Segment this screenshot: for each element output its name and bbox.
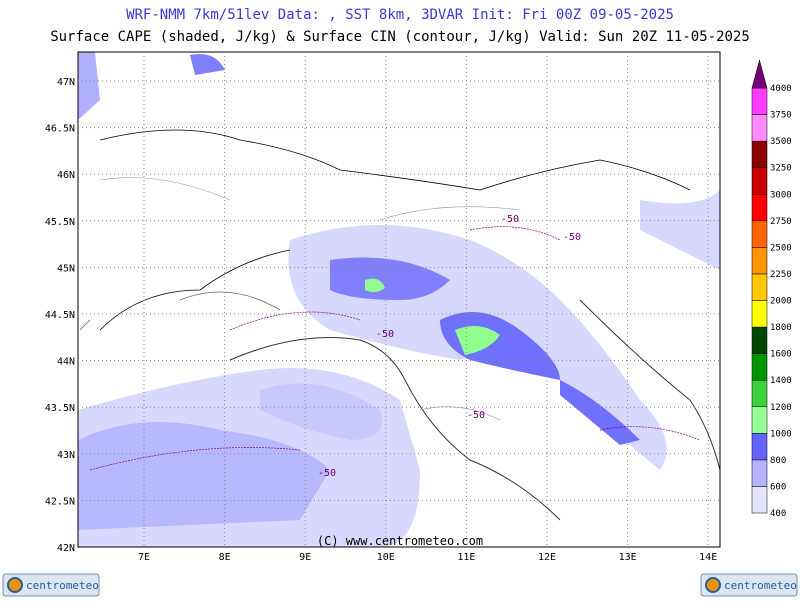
lat-label: 47N xyxy=(57,77,75,88)
colorbar-label: 1000 xyxy=(770,429,792,439)
colorbar-label: 2500 xyxy=(770,243,792,253)
colorbar-box xyxy=(751,326,768,354)
colorbar-box xyxy=(751,486,768,514)
logo-left: centrometeo xyxy=(2,573,100,597)
lon-label: 14E xyxy=(699,552,717,563)
lat-label: 44.5N xyxy=(45,310,75,321)
colorbar-label: 1800 xyxy=(770,323,792,333)
colorbar-box xyxy=(751,379,768,407)
contour-label: -50 xyxy=(501,214,519,225)
colorbar-label: 1400 xyxy=(770,376,792,386)
colorbar-label: 600 xyxy=(770,482,786,492)
lat-label: 43N xyxy=(57,450,75,461)
colorbar-label: 3250 xyxy=(770,164,792,174)
lon-label: 10E xyxy=(377,552,395,563)
colorbar-label: 3750 xyxy=(770,111,792,121)
colorbar-box xyxy=(751,87,768,115)
colorbar-box xyxy=(751,273,768,301)
contour-label: -50 xyxy=(563,232,581,243)
colorbar-box xyxy=(751,140,768,168)
lon-label: 12E xyxy=(538,552,556,563)
colorbar-label: 3000 xyxy=(770,190,792,200)
colorbar-label: 2250 xyxy=(770,270,792,280)
title: WRF-NMM 7km/51lev Data: , SST 8km, 3DVAR… xyxy=(126,7,674,23)
colorbar-label: 4000 xyxy=(770,84,792,94)
map-field xyxy=(78,52,720,547)
colorbar-label: 2000 xyxy=(770,297,792,307)
lat-label: 43.5N xyxy=(45,403,75,414)
lat-label: 45.5N xyxy=(45,217,75,228)
colorbar-box xyxy=(751,114,768,142)
colorbar-label: 3500 xyxy=(770,137,792,147)
logo-text: centrometeo xyxy=(26,579,99,592)
colorbar-box xyxy=(751,406,768,434)
logo-right: centrometeo xyxy=(700,573,798,597)
contour-label: -50 xyxy=(318,468,336,479)
lon-label: 8E xyxy=(219,552,231,563)
map-frame xyxy=(77,51,721,548)
lon-label: 11E xyxy=(457,552,475,563)
copyright: (C) www.centrometeo.com xyxy=(317,534,483,548)
colorbar-box xyxy=(751,459,768,487)
lat-label: 45N xyxy=(57,263,75,274)
lat-label: 42.5N xyxy=(45,496,75,507)
colorbar-label: 1200 xyxy=(770,403,792,413)
colorbar-box xyxy=(751,194,768,222)
colorbar-box xyxy=(751,220,768,248)
colorbar-label: 800 xyxy=(770,456,786,466)
logo-text: centrometeo xyxy=(724,579,797,592)
colorbar-box xyxy=(751,167,768,195)
colorbar-label: 400 xyxy=(770,509,786,519)
colorbar-box xyxy=(751,433,768,461)
colorbar-box xyxy=(751,247,768,275)
colorbar-box xyxy=(751,353,768,381)
lon-label: 7E xyxy=(138,552,150,563)
lat-label: 46.5N xyxy=(45,124,75,135)
contour-label: -50 xyxy=(376,329,394,340)
lon-label: 13E xyxy=(619,552,637,563)
colorbar-label: 1600 xyxy=(770,350,792,360)
lat-label: 42N xyxy=(57,543,75,554)
lat-label: 46N xyxy=(57,170,75,181)
colorbar-box xyxy=(751,300,768,328)
lon-label: 9E xyxy=(299,552,311,563)
lat-label: 44N xyxy=(57,357,75,368)
contour-label: -50 xyxy=(467,410,485,421)
colorbar-label: 2750 xyxy=(770,217,792,227)
colorbar-arrow xyxy=(751,59,768,89)
subtitle: Surface CAPE (shaded, J/kg) & Surface CI… xyxy=(50,29,750,45)
